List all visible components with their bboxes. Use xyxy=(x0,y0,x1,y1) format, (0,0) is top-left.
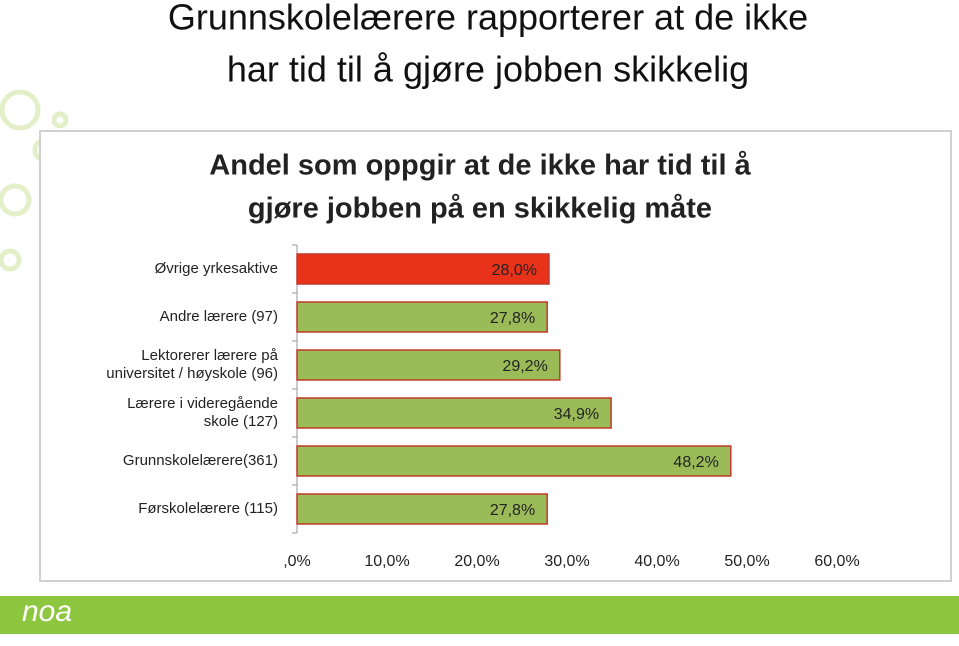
logo: noa xyxy=(22,595,72,628)
value-label: 34,9% xyxy=(554,406,599,423)
value-label: 29,2% xyxy=(502,358,547,375)
bar xyxy=(296,349,561,381)
chart-title: Andel som oppgir at de ikke har tid til … xyxy=(209,150,751,182)
bar xyxy=(296,253,550,285)
chart-title: gjøre jobben på en skikkelig måte xyxy=(248,193,712,225)
category-label: Lektorerer lærere på universitet / høysk… xyxy=(106,347,278,382)
x-tick-label: 60,0% xyxy=(814,553,859,570)
x-tick-label: 30,0% xyxy=(544,553,589,570)
x-tick-label: 10,0% xyxy=(364,553,409,570)
bar xyxy=(296,445,732,477)
bar xyxy=(296,397,612,429)
slide-title: Grunnskolelærere rapporterer at de ikke xyxy=(168,0,808,38)
bar xyxy=(296,301,548,333)
category-label: Øvrige yrkesaktive xyxy=(154,260,278,277)
category-label: Andre lærere (97) xyxy=(159,308,278,325)
x-tick-label: ,0% xyxy=(283,553,311,570)
slide-title: har tid til å gjøre jobben skikkelig xyxy=(227,49,749,90)
value-label: 27,8% xyxy=(490,310,535,327)
category-label: Grunnskolelærere(361) xyxy=(122,452,278,469)
x-tick-label: 50,0% xyxy=(724,553,769,570)
value-label: 28,0% xyxy=(492,262,537,279)
footer-band xyxy=(0,596,959,634)
value-label: 48,2% xyxy=(673,454,718,471)
bar xyxy=(296,493,548,525)
category-label: Førskolelærere (115) xyxy=(138,500,278,517)
category-label: Lærere i videregående skole (127) xyxy=(127,395,278,430)
x-tick-label: 20,0% xyxy=(454,553,499,570)
x-tick-label: 40,0% xyxy=(634,553,679,570)
value-label: 27,8% xyxy=(490,502,535,519)
